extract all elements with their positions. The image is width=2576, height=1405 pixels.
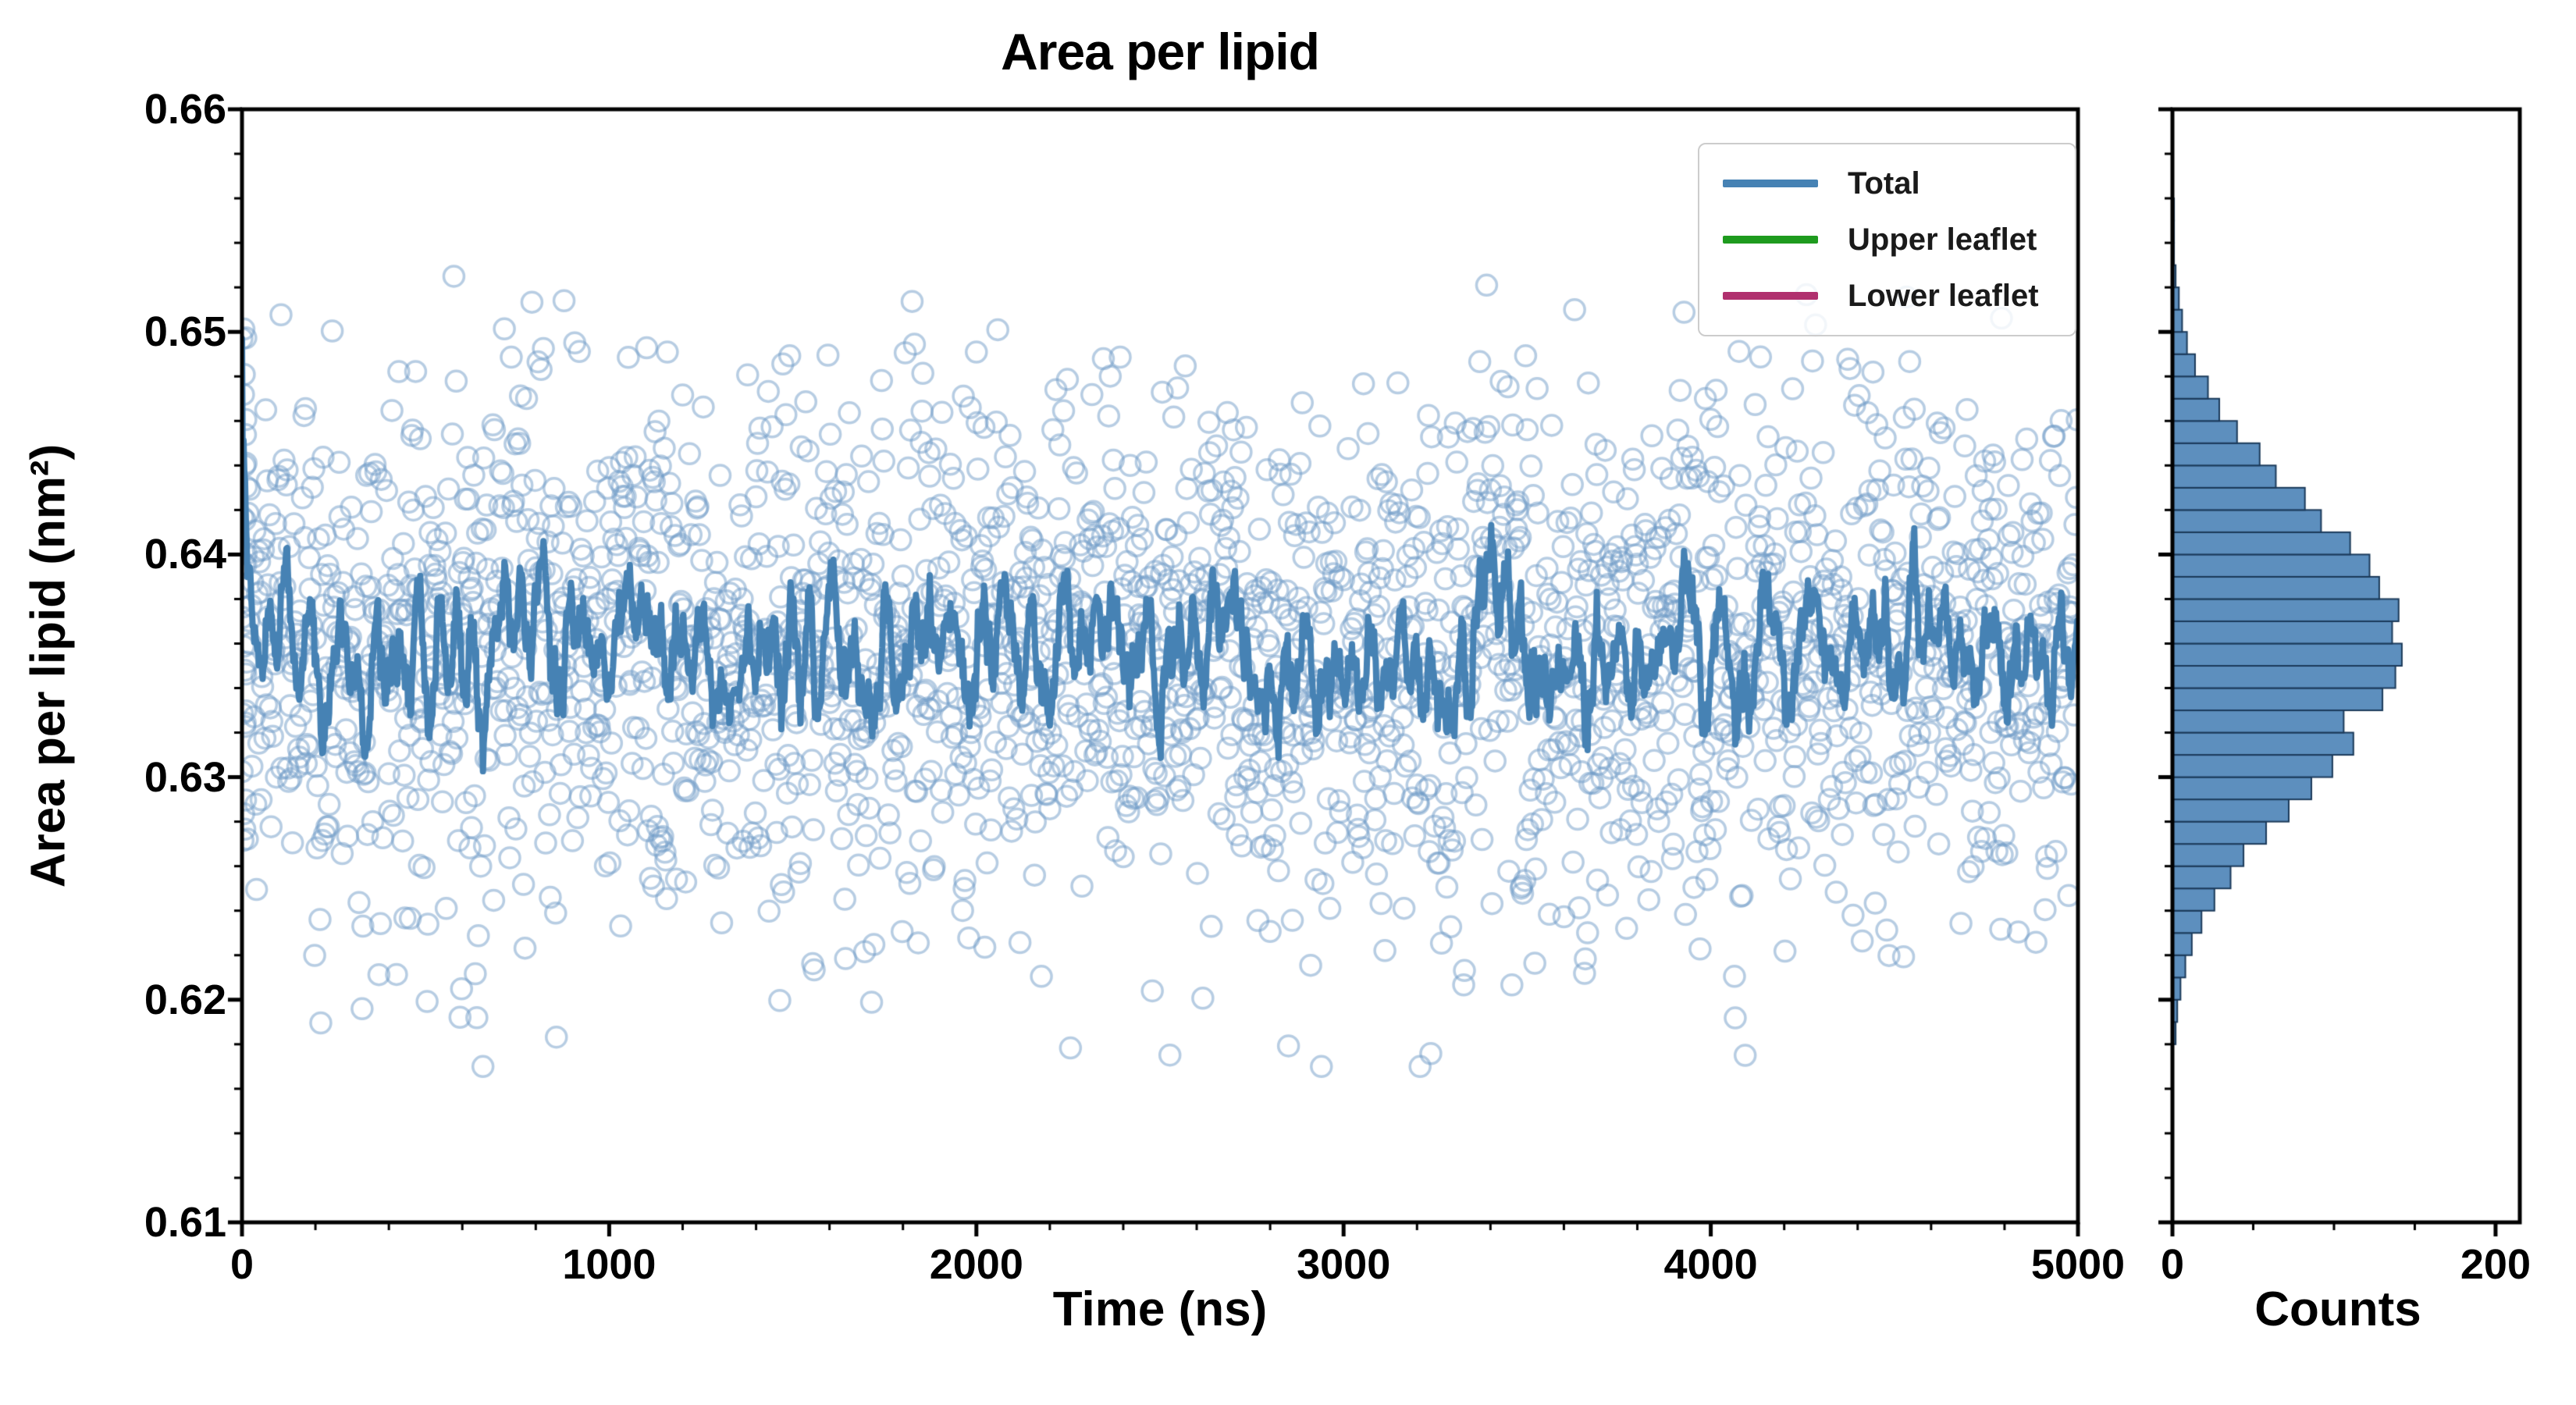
- y-axis-label: Area per lipid (nm²): [21, 443, 76, 888]
- legend-swatch-lower-leaflet: [1723, 292, 1818, 300]
- main-y-tick-label: 0.64: [144, 531, 226, 578]
- legend: Total Upper leaflet Lower leaflet: [1698, 143, 2076, 336]
- legend-label-upper-leaflet: Upper leaflet: [1848, 222, 2037, 257]
- main-x-tick-label: 0: [229, 1241, 254, 1288]
- main-y-tick-label: 0.62: [144, 976, 226, 1023]
- legend-label-total: Total: [1848, 165, 1920, 201]
- hist-x-tick-label: 0: [2160, 1241, 2185, 1288]
- x-axis-label-counts: Counts: [2254, 1282, 2421, 1336]
- main-y-tick-label: 0.66: [144, 86, 226, 133]
- legend-entry-upper-leaflet: Upper leaflet: [1699, 212, 2075, 268]
- legend-swatch-upper-leaflet: [1723, 236, 1818, 244]
- legend-entry-lower-leaflet: Lower leaflet: [1699, 268, 2075, 324]
- main-y-tick-label: 0.63: [144, 753, 226, 801]
- main-x-tick-label: 4000: [1663, 1241, 1758, 1288]
- main-x-tick-label: 3000: [1297, 1241, 1391, 1288]
- main-x-tick-label: 5000: [2030, 1241, 2126, 1288]
- legend-label-lower-leaflet: Lower leaflet: [1848, 278, 2039, 313]
- legend-entry-total: Total: [1699, 155, 2075, 212]
- main-y-tick-label: 0.65: [144, 308, 226, 356]
- x-axis-label-time: Time (ns): [1052, 1282, 1268, 1336]
- legend-swatch-total: [1723, 180, 1818, 187]
- main-x-tick-label: 1000: [562, 1241, 656, 1288]
- main-x-tick-label: 2000: [929, 1241, 1023, 1288]
- hist-x-tick-label: 200: [2460, 1241, 2531, 1288]
- chart-title: Area per lipid: [1001, 23, 1320, 80]
- main-y-tick-label: 0.61: [144, 1199, 226, 1246]
